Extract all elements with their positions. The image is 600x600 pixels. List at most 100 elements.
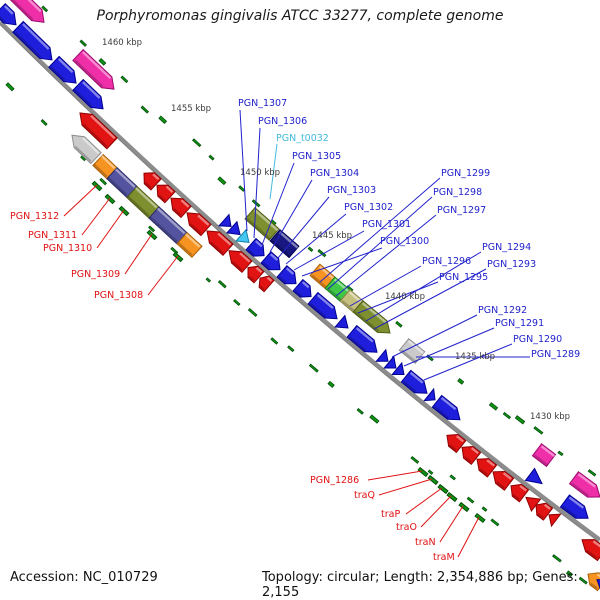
feature-dash [5, 82, 15, 92]
gene-label: PGN_1308 [94, 290, 144, 301]
feature-dash [533, 426, 544, 435]
leader-line [277, 196, 330, 259]
gene-label: PGN_1292 [478, 305, 528, 316]
leader-line [96, 209, 125, 249]
tick-label: 1445 kbp [312, 231, 353, 241]
gene-label: PGN_1295 [439, 272, 489, 283]
leader-line [239, 109, 248, 232]
gene-arrow [307, 291, 338, 320]
gene-arrow [126, 185, 160, 219]
feature-dash [98, 58, 107, 66]
gene-arrow [71, 134, 102, 165]
gene-label: PGN_1291 [495, 318, 545, 329]
gene-arrow [431, 394, 461, 421]
gene-arrow [400, 369, 428, 394]
feature-dash [457, 378, 465, 385]
feature-dash [170, 246, 179, 255]
feature-dash [208, 154, 215, 161]
feature-dash [270, 337, 279, 345]
feature-dash [205, 277, 212, 283]
feature-dash [247, 308, 258, 317]
leader-line [319, 177, 441, 283]
feature-dash [217, 280, 227, 289]
gene-arrow [535, 502, 554, 521]
tick-label: 1440 kbp [385, 292, 426, 302]
gene-label: PGN_1303 [327, 185, 377, 196]
tick-label: 1450 kbp [240, 168, 281, 178]
feature-dash [481, 506, 488, 512]
leader-line [335, 214, 437, 297]
feature-dash [369, 414, 380, 424]
leader-line [378, 478, 433, 496]
leader-line [124, 233, 153, 275]
leader-line [457, 516, 480, 558]
gene-label: PGN_t0032 [276, 133, 329, 144]
gene-arrow [228, 250, 253, 273]
leader-line [81, 197, 111, 236]
leader-line [63, 184, 98, 217]
gene-label: PGN_1305 [292, 151, 342, 162]
gene-arrow [383, 355, 397, 369]
leader-line [293, 230, 365, 271]
gene-label: traP [381, 509, 401, 520]
feature-dash [514, 415, 526, 425]
feature-dash [474, 512, 486, 524]
feature-dash [502, 411, 512, 420]
feature-dash [158, 115, 168, 125]
gene-label: PGN_1312 [10, 211, 60, 222]
leader-line [365, 251, 482, 322]
leader-line [373, 268, 487, 330]
feature-dash [552, 554, 562, 563]
feature-dash [120, 75, 129, 84]
leader-line [253, 127, 261, 239]
feature-dash [557, 450, 564, 457]
map-title: Porphyromonas gingivalis ATCC 33277, com… [96, 8, 504, 24]
gene-label: PGN_1299 [441, 168, 491, 179]
leader-line [367, 470, 423, 481]
feature-dash [488, 402, 499, 411]
gene-arrow [531, 443, 557, 468]
gene-arrow [391, 361, 405, 376]
tick-label: 1460 kbp [102, 38, 143, 48]
feature-dash [395, 320, 403, 328]
feature-dash [148, 225, 156, 233]
gene-arrow [12, 20, 53, 61]
genome-backbone-shadow [0, 24, 600, 544]
feature-dash [449, 474, 456, 481]
feature-dash [41, 5, 49, 13]
feature-dash [317, 248, 327, 258]
leader-line [420, 495, 452, 528]
gene-arrow [375, 348, 389, 362]
gene-arrow [446, 433, 467, 454]
leader-line [269, 179, 313, 253]
feature-dash [587, 469, 597, 477]
feature-dash [217, 176, 227, 186]
gene-label: PGN_1286 [310, 475, 360, 486]
gene-label: PGN_1307 [238, 98, 288, 109]
feature-dash [427, 474, 439, 486]
gene-arrow [143, 172, 162, 191]
leader-line [357, 281, 439, 314]
gene-arrow [186, 212, 212, 237]
gene-arrow [206, 230, 234, 257]
gene-arrow [244, 206, 280, 241]
feature-dash [565, 570, 574, 578]
gene-arrow [72, 48, 115, 90]
leader-line [285, 213, 347, 265]
feature-dash [578, 576, 588, 585]
gene-arrow [72, 78, 104, 110]
leader-line [403, 327, 495, 367]
feature-dash [458, 501, 470, 513]
feature-dash [307, 246, 314, 252]
gene-label: traN [415, 537, 436, 548]
gene-arrow [247, 265, 265, 284]
gene-label: PGN_1297 [437, 205, 487, 216]
tick-label: 1435 kbp [455, 352, 496, 362]
leader-line [439, 505, 464, 543]
gene-label: traO [396, 522, 417, 533]
gene-arrow [235, 228, 250, 243]
gene-arrow [461, 445, 482, 466]
gene-arrow [217, 213, 232, 227]
